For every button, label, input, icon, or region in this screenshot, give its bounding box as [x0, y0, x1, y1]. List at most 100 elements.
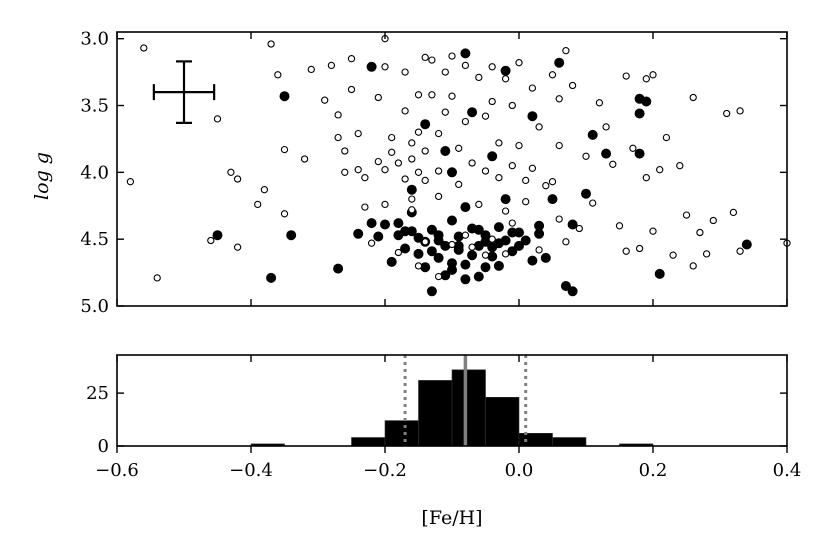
filled-point — [460, 48, 471, 59]
histogram-bar — [418, 380, 453, 447]
error-bar — [152, 60, 216, 124]
filled-point — [480, 262, 491, 273]
open-point — [488, 63, 496, 71]
filled-point — [426, 286, 437, 297]
open-point — [434, 167, 443, 175]
open-point — [475, 200, 483, 209]
open-point — [501, 207, 510, 215]
filled-point — [467, 250, 478, 261]
open-point — [280, 145, 289, 154]
open-point — [589, 199, 597, 207]
open-point — [341, 168, 349, 176]
filled-point — [634, 108, 645, 119]
filled-point — [493, 260, 504, 271]
scatter-ticks: 3.0 3.5 4.0 4.5 5.0 — [80, 29, 788, 317]
filled-point — [487, 251, 498, 262]
filled-point — [473, 240, 484, 251]
open-point — [689, 262, 697, 270]
filled-point — [641, 96, 652, 107]
open-point — [501, 75, 510, 83]
filled-point — [406, 184, 417, 195]
open-point — [341, 147, 349, 155]
open-point — [676, 162, 684, 170]
open-point — [528, 84, 537, 92]
open-point — [461, 231, 470, 239]
y-tick-label: 25 — [86, 383, 109, 404]
open-point — [421, 147, 429, 155]
open-point — [455, 180, 463, 189]
filled-point — [520, 235, 531, 246]
open-point — [414, 128, 423, 136]
filled-point — [500, 65, 511, 76]
open-point — [408, 206, 416, 214]
open-point — [488, 97, 496, 106]
open-point — [153, 274, 161, 282]
open-point — [461, 117, 470, 126]
open-point — [609, 160, 617, 168]
open-point — [434, 192, 443, 201]
histogram-ticks: −0.6 −0.4 −0.2 0.0 0.2 0.4 0 25 — [86, 355, 801, 481]
open-point — [562, 238, 570, 246]
filled-point — [634, 148, 645, 159]
open-point — [515, 141, 523, 150]
open-point — [508, 219, 516, 227]
open-point — [702, 250, 711, 258]
open-point — [622, 247, 630, 255]
open-point — [260, 186, 269, 194]
open-point — [441, 108, 449, 116]
open-point — [394, 248, 403, 257]
filled-point — [400, 243, 411, 254]
open-point — [736, 247, 744, 255]
filled-point — [420, 262, 431, 273]
open-point — [354, 166, 362, 174]
open-point — [280, 210, 289, 218]
filled-point — [366, 61, 377, 72]
filled-point — [453, 244, 464, 255]
filled-point — [567, 286, 578, 297]
open-point — [434, 129, 443, 138]
histogram-bar — [552, 437, 587, 447]
open-point — [140, 44, 148, 52]
open-point — [555, 95, 563, 103]
open-point — [629, 144, 637, 152]
open-point — [682, 211, 691, 219]
filled-point — [266, 272, 277, 283]
open-point — [475, 73, 483, 82]
open-point — [548, 178, 557, 186]
filled-point — [420, 119, 431, 130]
open-point — [300, 155, 309, 163]
y-tick-label: 4.5 — [80, 229, 109, 250]
x-tick-label: 0.2 — [639, 460, 668, 481]
open-point — [381, 200, 389, 209]
filled-point — [426, 224, 437, 235]
open-point — [307, 65, 315, 74]
open-point — [361, 203, 369, 211]
filled-point — [333, 263, 344, 274]
open-point — [575, 224, 583, 233]
open-point — [381, 166, 389, 174]
filled-point — [527, 255, 538, 266]
x-tick-label: −0.2 — [363, 460, 407, 481]
filled-point — [460, 202, 471, 213]
open-point — [528, 164, 537, 172]
filled-point — [413, 232, 424, 243]
open-point — [481, 112, 490, 120]
filled-point — [654, 268, 665, 279]
open-point — [495, 174, 503, 182]
open-point — [354, 129, 362, 138]
filled-point — [400, 226, 411, 237]
open-point — [401, 107, 409, 115]
open-point — [488, 235, 496, 243]
open-point — [709, 216, 717, 225]
filled-point — [426, 246, 437, 257]
open-point — [515, 59, 523, 67]
open-point — [207, 236, 215, 245]
open-point — [347, 85, 356, 94]
open-point — [381, 63, 389, 71]
open-point — [562, 47, 570, 55]
open-point — [729, 208, 738, 217]
histogram-panel: −0.6 −0.4 −0.2 0.0 0.2 0.4 0 25 [Fe/H] — [86, 354, 801, 529]
filled-point — [587, 129, 598, 140]
open-point — [642, 174, 650, 182]
